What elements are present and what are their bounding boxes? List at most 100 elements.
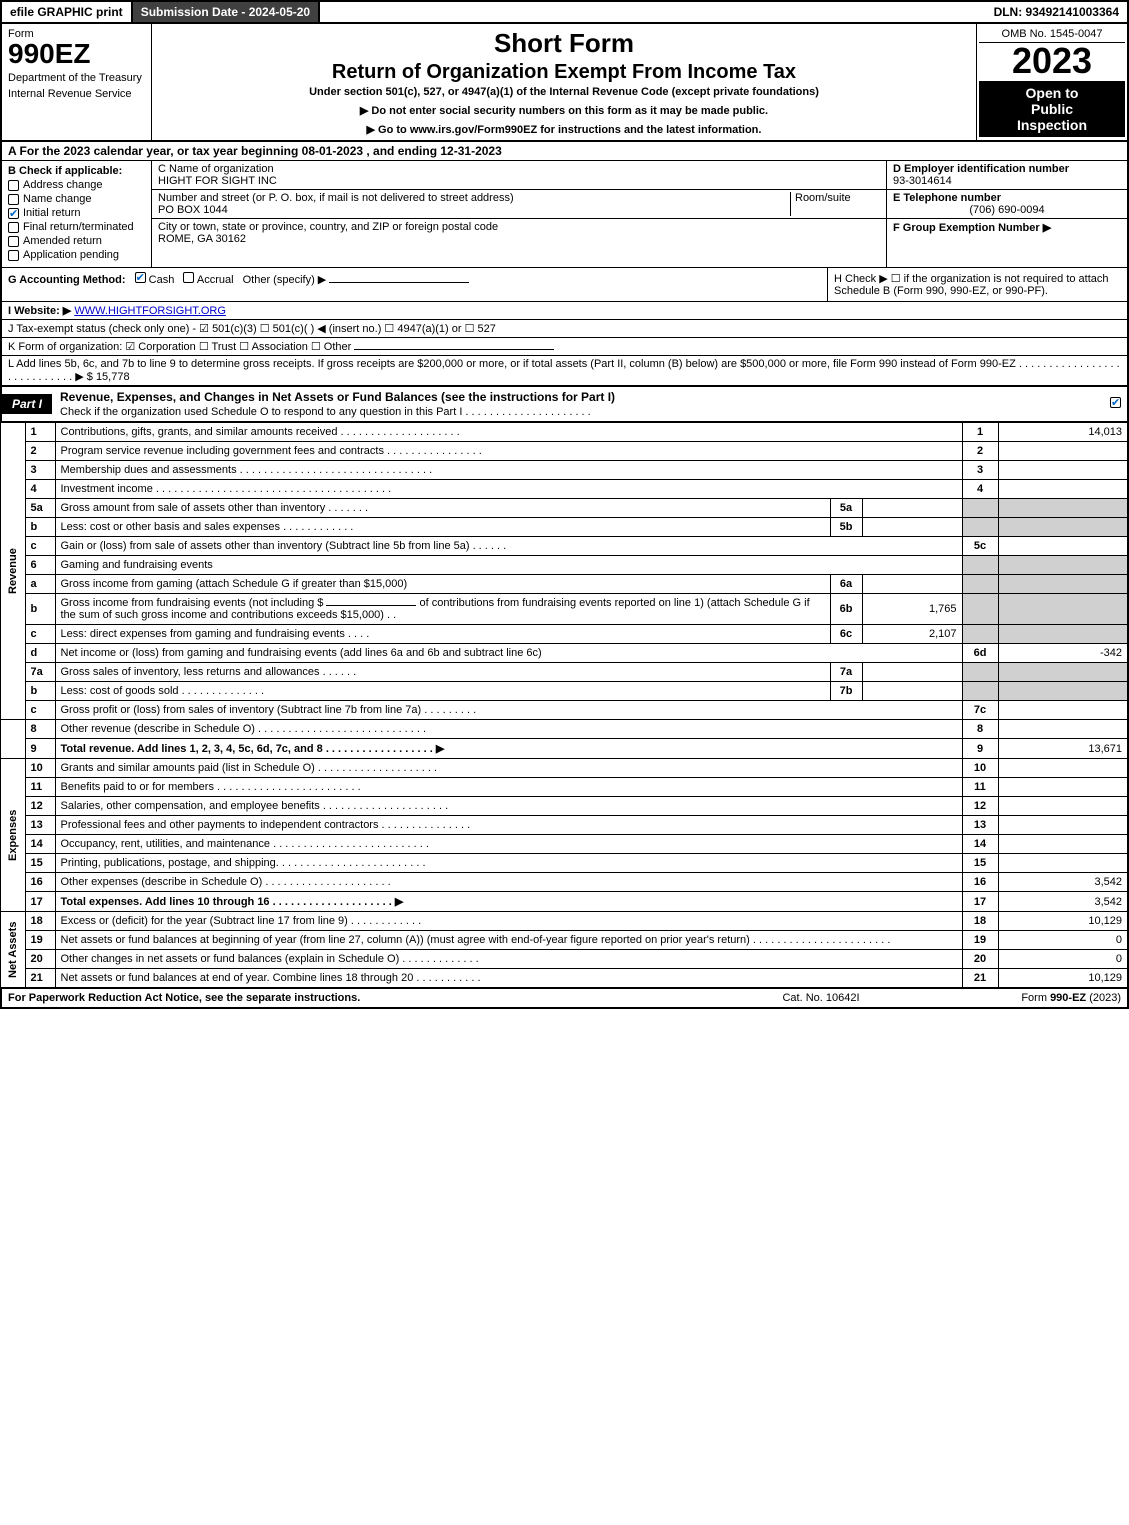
phone-value: (706) 690-0094 <box>893 204 1121 216</box>
line-desc: Gross sales of inventory, less returns a… <box>55 663 830 682</box>
open-line3: Inspection <box>983 117 1121 133</box>
line-ref-shade <box>962 518 998 537</box>
line-desc: Gross income from fundraising events (no… <box>55 594 830 625</box>
line-num: 15 <box>25 854 55 873</box>
inner-num: 6a <box>830 575 862 594</box>
l-text: L Add lines 5b, 6c, and 7b to line 9 to … <box>8 358 1120 383</box>
checkbox-icon <box>8 208 19 219</box>
line-amt: -342 <box>998 644 1128 663</box>
line-num: c <box>25 701 55 720</box>
line-ref: 9 <box>962 739 998 759</box>
row-h-schedule-b: H Check ▶ ☐ if the organization is not r… <box>827 268 1127 301</box>
g-other-blank <box>329 282 469 283</box>
checkbox-icon[interactable] <box>135 272 146 283</box>
inner-num: 5b <box>830 518 862 537</box>
chk-amended-return[interactable]: Amended return <box>8 235 145 247</box>
line-num: 13 <box>25 816 55 835</box>
col-def: D Employer identification number 93-3014… <box>887 161 1127 267</box>
inner-num: 5a <box>830 499 862 518</box>
line-desc: Program service revenue including govern… <box>55 442 962 461</box>
line-amt <box>998 816 1128 835</box>
line-ref: 10 <box>962 759 998 778</box>
line-num: b <box>25 682 55 701</box>
ein-row: D Employer identification number 93-3014… <box>887 161 1127 190</box>
chk-application-pending[interactable]: Application pending <box>8 249 145 261</box>
website-link[interactable]: WWW.HIGHTFORSIGHT.ORG <box>74 305 226 317</box>
inner-num: 6b <box>830 594 862 625</box>
line-num: 20 <box>25 950 55 969</box>
line-num: 1 <box>25 423 55 442</box>
line-16: 16 Other expenses (describe in Schedule … <box>1 873 1128 892</box>
k-text: K Form of organization: ☑ Corporation ☐ … <box>8 341 351 353</box>
part1-check[interactable] <box>1104 394 1127 414</box>
line-amt <box>998 701 1128 720</box>
k-blank <box>354 349 554 350</box>
line-amt-shade <box>998 682 1128 701</box>
line-amt-shade <box>998 625 1128 644</box>
inner-val <box>862 575 962 594</box>
chk-label: Initial return <box>23 207 80 219</box>
line-2: 2 Program service revenue including gove… <box>1 442 1128 461</box>
line-6a: a Gross income from gaming (attach Sched… <box>1 575 1128 594</box>
line-num: c <box>25 537 55 556</box>
dept-irs: Internal Revenue Service <box>8 88 145 100</box>
instr-goto: ▶ Go to www.irs.gov/Form990EZ for instru… <box>160 123 968 136</box>
line-desc: Grants and similar amounts paid (list in… <box>55 759 962 778</box>
line-ref: 5c <box>962 537 998 556</box>
line-desc: Excess or (deficit) for the year (Subtra… <box>55 912 962 931</box>
blank-underline <box>326 605 416 606</box>
line-10: Expenses 10 Grants and similar amounts p… <box>1 759 1128 778</box>
chk-name-change[interactable]: Name change <box>8 193 145 205</box>
line-6b: b Gross income from fundraising events (… <box>1 594 1128 625</box>
line-amt <box>998 759 1128 778</box>
line-ref-shade <box>962 625 998 644</box>
line-amt: 3,542 <box>998 873 1128 892</box>
line-ref: 14 <box>962 835 998 854</box>
checkbox-icon <box>8 194 19 205</box>
checkbox-icon <box>8 180 19 191</box>
room-label: Room/suite <box>795 192 880 204</box>
line-1: Revenue 1 Contributions, gifts, grants, … <box>1 423 1128 442</box>
line-num: 11 <box>25 778 55 797</box>
g-label: G Accounting Method: <box>8 274 126 286</box>
part1-title: Revenue, Expenses, and Changes in Net As… <box>52 387 1104 421</box>
line-6d: d Net income or (loss) from gaming and f… <box>1 644 1128 663</box>
checkbox-icon[interactable] <box>183 272 194 283</box>
section-bcdef: B Check if applicable: Address change Na… <box>0 161 1129 267</box>
footer-left: For Paperwork Reduction Act Notice, see … <box>8 992 721 1004</box>
phone-row: E Telephone number (706) 690-0094 <box>887 190 1127 219</box>
i-label: I Website: ▶ <box>8 305 71 317</box>
header-right: OMB No. 1545-0047 2023 Open to Public In… <box>977 24 1127 140</box>
line-num: a <box>25 575 55 594</box>
line-amt: 0 <box>998 931 1128 950</box>
efile-label[interactable]: efile GRAPHIC print <box>2 2 133 22</box>
line-7b: b Less: cost of goods sold . . . . . . .… <box>1 682 1128 701</box>
subtitle: Under section 501(c), 527, or 4947(a)(1)… <box>160 86 968 98</box>
org-name-row: C Name of organization HIGHT FOR SIGHT I… <box>152 161 886 190</box>
line-7c: c Gross profit or (loss) from sales of i… <box>1 701 1128 720</box>
line-num: b <box>25 518 55 537</box>
open-line1: Open to <box>983 85 1121 101</box>
line-ref: 16 <box>962 873 998 892</box>
chk-address-change[interactable]: Address change <box>8 179 145 191</box>
line-amt <box>998 442 1128 461</box>
street-value: PO BOX 1044 <box>158 204 790 216</box>
line-amt: 0 <box>998 950 1128 969</box>
line-12: 12 Salaries, other compensation, and emp… <box>1 797 1128 816</box>
inner-num: 7a <box>830 663 862 682</box>
line-desc: Other revenue (describe in Schedule O) .… <box>55 720 962 739</box>
line-20: 20 Other changes in net assets or fund b… <box>1 950 1128 969</box>
line-desc: Printing, publications, postage, and shi… <box>55 854 962 873</box>
chk-label: Address change <box>23 179 103 191</box>
chk-initial-return[interactable]: Initial return <box>8 207 145 219</box>
line-ref-shade <box>962 499 998 518</box>
line-5a: 5a Gross amount from sale of assets othe… <box>1 499 1128 518</box>
line-num: d <box>25 644 55 663</box>
page-footer: For Paperwork Reduction Act Notice, see … <box>0 988 1129 1009</box>
line-ref: 3 <box>962 461 998 480</box>
line-amt: 3,542 <box>998 892 1128 912</box>
chk-final-return[interactable]: Final return/terminated <box>8 221 145 233</box>
l-value: 15,778 <box>96 371 130 383</box>
line-3: 3 Membership dues and assessments . . . … <box>1 461 1128 480</box>
inner-num: 6c <box>830 625 862 644</box>
